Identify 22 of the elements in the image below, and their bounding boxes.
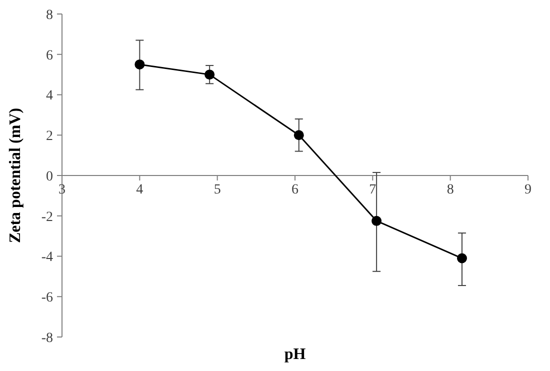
x-tick-label: 4 (136, 182, 144, 198)
x-tick-label: 6 (292, 182, 298, 198)
x-axis-title: pH (284, 346, 306, 363)
point (294, 130, 304, 140)
x-tick-label: 5 (214, 182, 221, 198)
point (456, 253, 467, 264)
y-tick-label: 2 (46, 129, 53, 144)
y-axis-title: Zeta potential (mV) (7, 108, 24, 244)
y-tick-label: 4 (46, 88, 53, 104)
y-tick-label: 6 (46, 48, 53, 64)
point (372, 216, 382, 226)
y-tick-label: -8 (41, 330, 53, 346)
y-tick-label: -4 (41, 250, 53, 266)
point (204, 70, 215, 80)
x-tick-label: 9 (524, 182, 532, 198)
point (134, 59, 145, 70)
y-tick-label: 0 (46, 169, 53, 184)
x-tick-label: 7 (369, 182, 376, 198)
y-tick-label: -6 (41, 290, 53, 306)
y-tick-label: 8 (46, 8, 53, 23)
x-tick-label: 8 (446, 182, 454, 198)
y-tick-label: -2 (41, 210, 53, 225)
